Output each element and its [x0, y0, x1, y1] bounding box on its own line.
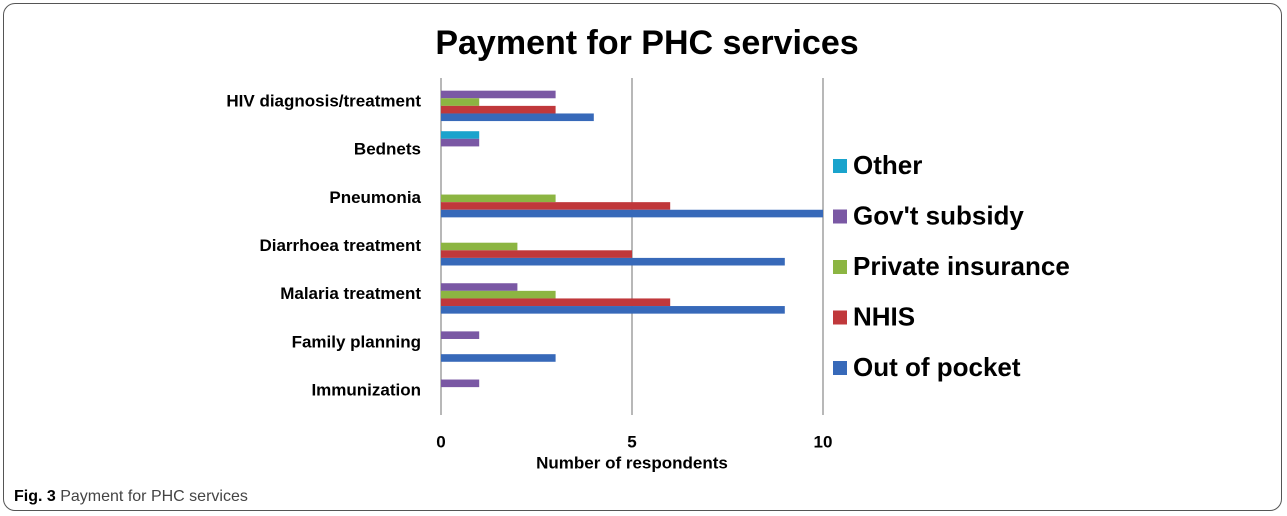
bar	[441, 298, 671, 307]
legend-label: Out of pocket	[853, 352, 1021, 382]
legend-swatch	[833, 260, 847, 274]
bar	[441, 250, 632, 258]
bar	[441, 202, 671, 210]
bar	[441, 331, 480, 339]
bar	[441, 209, 823, 218]
legend-label: Gov't subsidy	[853, 200, 1024, 230]
bar	[441, 257, 785, 266]
legend-swatch	[833, 209, 847, 224]
bar	[441, 105, 556, 114]
bar	[441, 290, 556, 299]
x-tick-label: 5	[627, 432, 636, 451]
caption-label: Fig. 3	[14, 488, 56, 505]
bar	[441, 98, 480, 106]
bar	[441, 90, 556, 99]
chart-title: Payment for PHC services	[435, 24, 858, 62]
bar	[441, 306, 785, 314]
bar	[441, 138, 480, 147]
figure-frame	[3, 3, 1282, 511]
y-tick-label: Family planning	[292, 332, 421, 351]
legend-label: NHIS	[853, 301, 915, 331]
legend-swatch	[833, 310, 847, 325]
y-tick-label: HIV diagnosis/treatment	[226, 92, 421, 111]
legend-swatch	[833, 361, 847, 375]
bar	[441, 242, 518, 251]
bar	[441, 194, 556, 203]
bar	[441, 283, 518, 291]
y-tick-label: Bednets	[354, 140, 421, 159]
bar	[441, 131, 480, 139]
legend-label: Private insurance	[853, 251, 1070, 281]
x-tick-label: 0	[436, 432, 445, 451]
caption: Fig. 3 Payment for PHC services	[14, 488, 248, 505]
bar	[441, 379, 480, 388]
y-tick-label: Immunization	[311, 380, 421, 399]
caption-text: Payment for PHC services	[60, 488, 248, 505]
y-tick-label: Pneumonia	[329, 188, 421, 207]
y-tick-label: Malaria treatment	[280, 284, 421, 303]
bar	[441, 354, 556, 362]
bar	[441, 113, 594, 122]
x-axis-label: Number of respondents	[536, 453, 728, 472]
x-tick-label: 10	[814, 432, 833, 451]
y-tick-label: Diarrhoea treatment	[259, 236, 421, 255]
legend-label: Other	[853, 150, 922, 180]
legend-swatch	[833, 159, 847, 173]
